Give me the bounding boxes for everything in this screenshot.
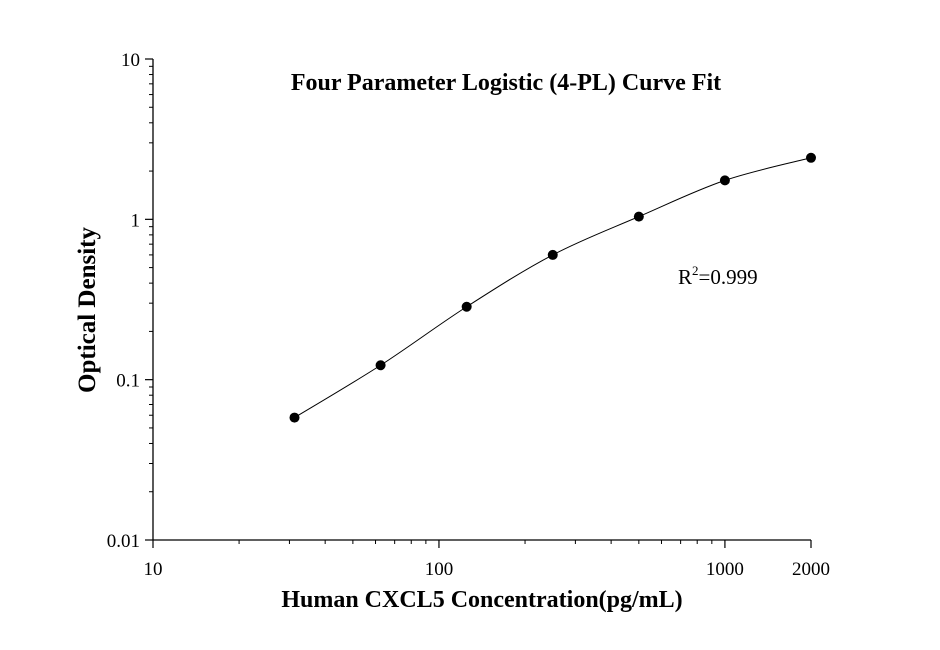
data-point <box>719 175 730 186</box>
data-point <box>289 412 300 423</box>
x-tick-label: 10 <box>144 559 163 580</box>
r-squared-value: =0.999 <box>699 265 758 289</box>
data-point <box>547 249 558 260</box>
r-squared-base: R <box>678 265 692 289</box>
x-tick-label: 1000 <box>706 559 744 580</box>
y-axis-label: Optical Density <box>74 227 101 393</box>
r-squared-superscript: 2 <box>692 263 699 278</box>
y-tick-label: 0.01 <box>107 531 140 552</box>
r-squared-annotation: R2=0.999 <box>678 263 758 289</box>
data-point <box>375 360 386 371</box>
data-point <box>461 301 472 312</box>
y-tick-label: 1 <box>131 210 141 231</box>
data-point <box>633 211 644 222</box>
x-tick-label: 2000 <box>792 559 830 580</box>
data-points <box>289 152 816 423</box>
y-tick-label: 10 <box>121 50 140 71</box>
ticks <box>145 58 812 548</box>
data-point <box>806 152 816 163</box>
tick-labels: 0.01 0.1 1 10 10 100 1000 2000 <box>107 50 830 580</box>
x-tick-label: 100 <box>425 559 454 580</box>
y-tick-label: 0.1 <box>116 371 140 392</box>
chart-title: Four Parameter Logistic (4-PL) Curve Fit <box>291 70 721 96</box>
axes <box>152 59 811 541</box>
x-axis-label: Human CXCL5 Concentration(pg/mL) <box>281 587 682 613</box>
